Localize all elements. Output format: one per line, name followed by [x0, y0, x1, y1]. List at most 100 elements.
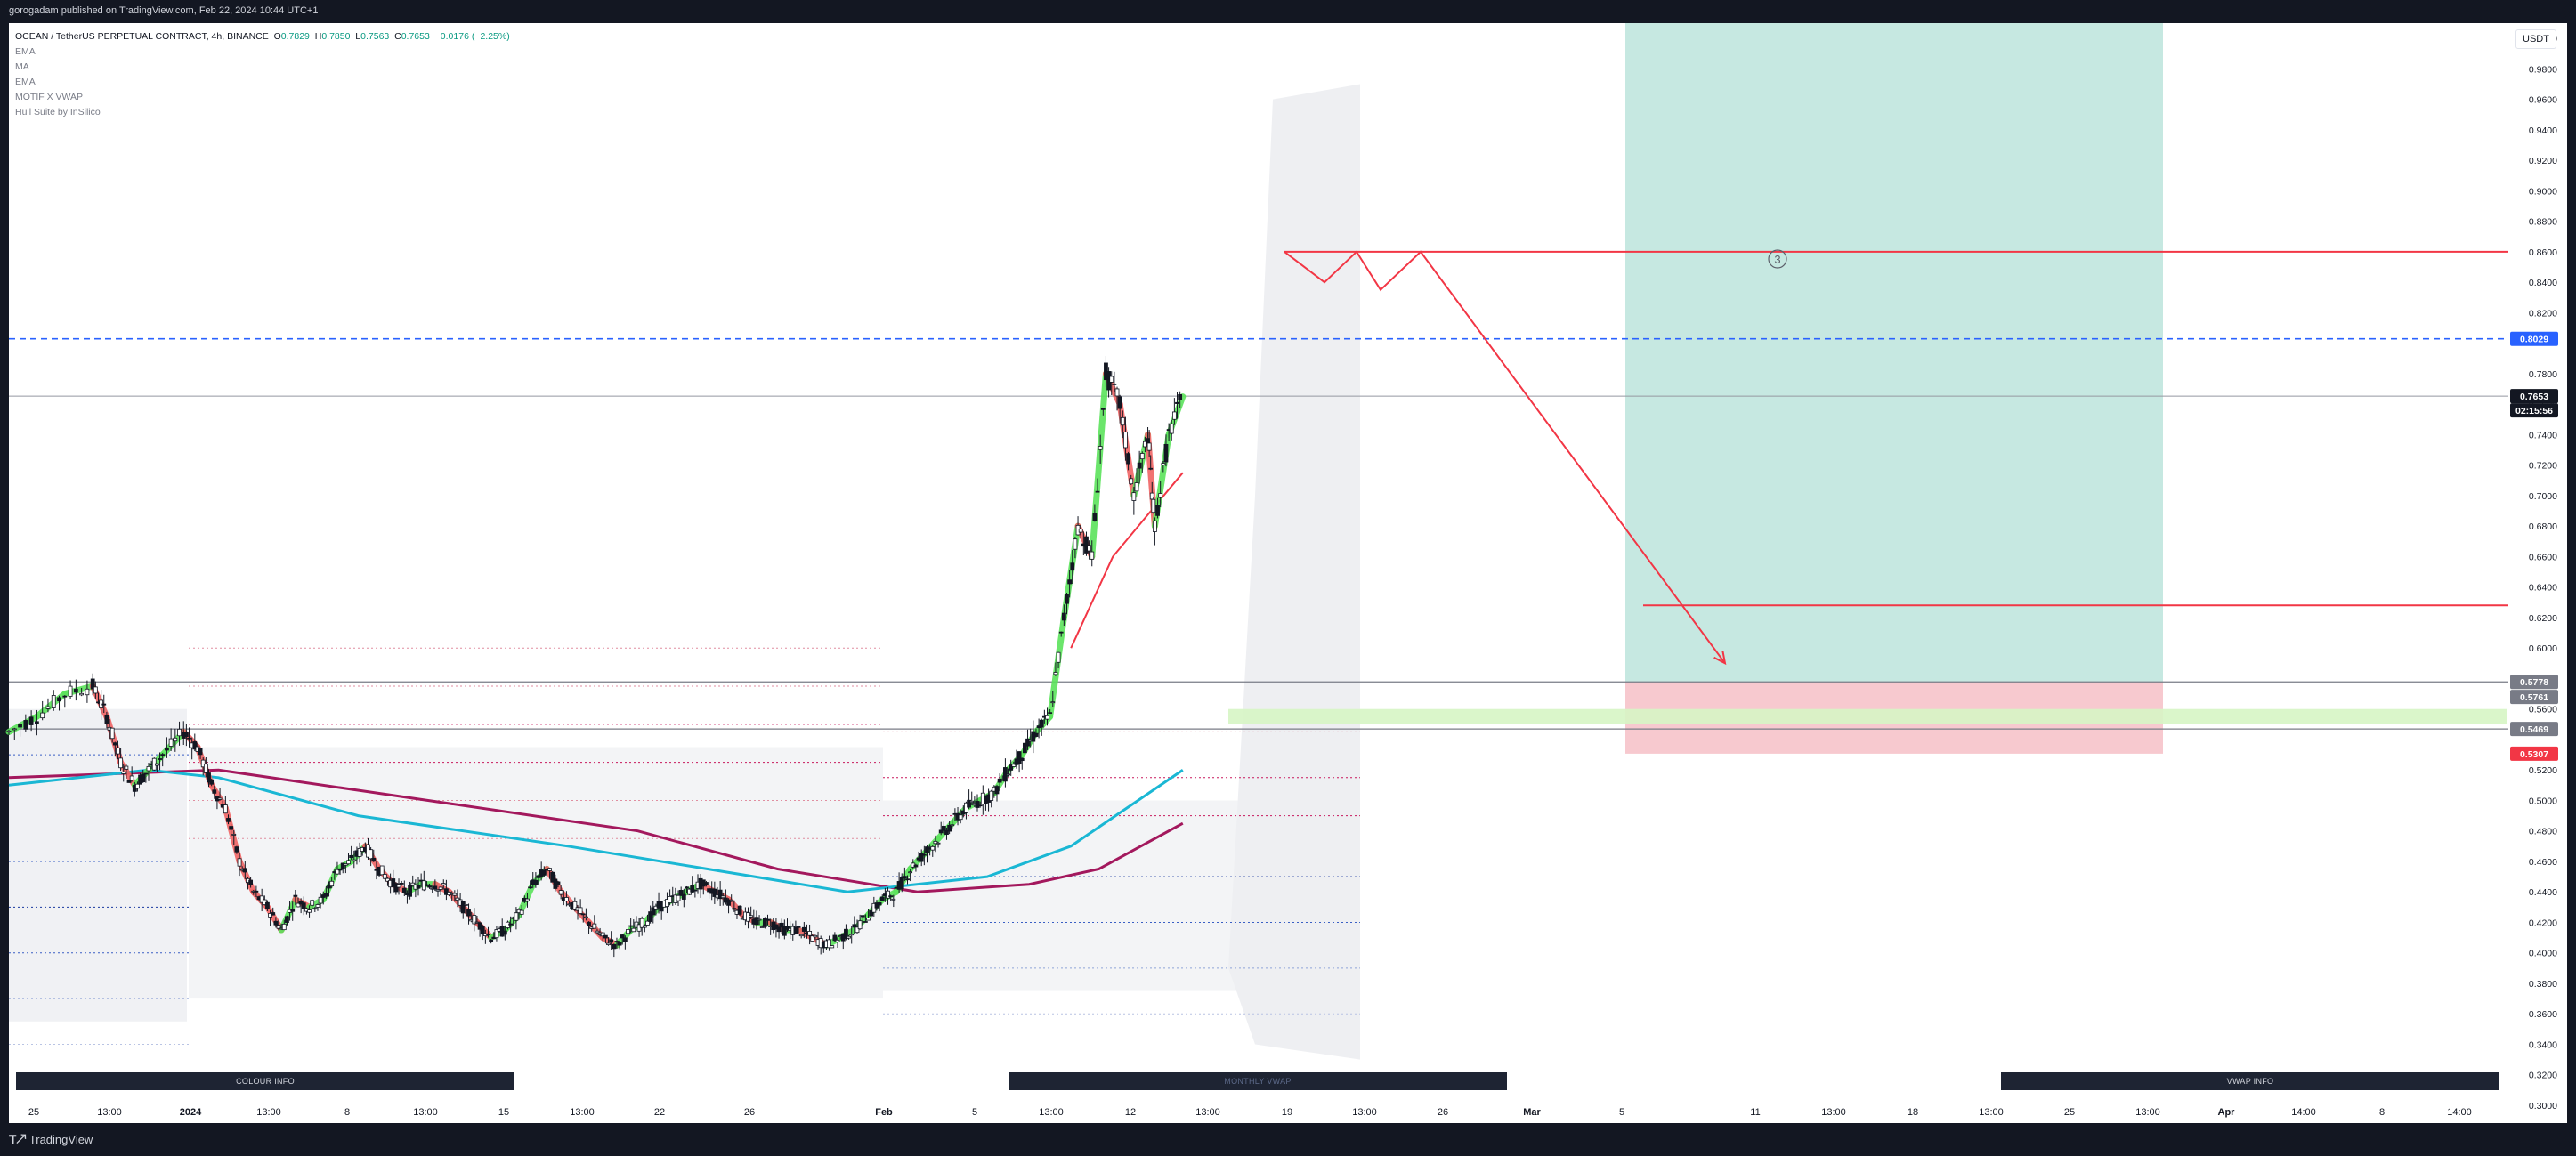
candle-body — [441, 883, 446, 885]
candle — [908, 869, 913, 882]
candle-body — [869, 910, 874, 917]
candle — [1139, 451, 1145, 473]
candle — [913, 863, 919, 872]
candle — [352, 850, 357, 869]
x-tick-label: 19 — [1282, 1107, 1292, 1118]
candle — [648, 905, 653, 924]
candle-body — [925, 846, 929, 853]
candle-body — [759, 926, 765, 928]
candle — [1153, 517, 1157, 546]
candle — [508, 916, 514, 933]
candle-body — [514, 912, 519, 921]
candle — [757, 915, 762, 926]
candle — [827, 935, 831, 951]
candle-body — [977, 804, 983, 807]
indicator-ema-1[interactable]: EMA — [15, 46, 36, 57]
indicator-ema-2[interactable]: EMA — [15, 77, 36, 87]
colour-info-button[interactable]: COLOUR INFO — [16, 1072, 514, 1090]
price-axis-label-text: 0.7653 — [2520, 392, 2548, 402]
candle — [1117, 394, 1122, 424]
candle — [307, 905, 312, 918]
candle-body — [73, 688, 78, 693]
candle-body — [203, 764, 208, 773]
candle — [902, 867, 907, 882]
x-tick-label: 2024 — [180, 1107, 202, 1118]
candle-body — [90, 678, 95, 690]
candle-body — [231, 834, 237, 836]
candle-body — [967, 799, 971, 808]
candle — [759, 925, 765, 928]
candle-body — [455, 897, 460, 901]
candle — [866, 909, 871, 921]
candle-body — [1163, 443, 1169, 463]
candle-body — [212, 789, 217, 794]
candle-body — [899, 877, 904, 890]
candle-body — [888, 895, 894, 898]
candle — [121, 764, 126, 782]
candle — [187, 727, 191, 748]
price-axis-label-text: 0.5307 — [2520, 749, 2548, 760]
candle — [455, 889, 460, 908]
candle-body — [155, 763, 159, 766]
candle — [785, 918, 790, 932]
candle — [832, 932, 838, 942]
y-tick-label: 0.9600 — [2529, 95, 2557, 106]
candle — [796, 926, 801, 934]
price-axis-label: 0.5307 — [2510, 746, 2558, 761]
candle — [234, 845, 239, 854]
candle-body — [668, 896, 673, 903]
tradingview-logo[interactable]: 𝐓↗ TradingView — [9, 1133, 93, 1147]
candle-body — [919, 853, 924, 862]
candle-body — [1073, 538, 1078, 550]
hull-segment — [236, 858, 257, 895]
candle-body — [737, 905, 742, 915]
y-tick-label: 0.5200 — [2529, 765, 2557, 776]
candle-body — [1065, 594, 1069, 604]
candle-body — [1143, 441, 1147, 448]
candle — [938, 821, 944, 836]
candle — [312, 907, 318, 913]
candle-body — [580, 913, 586, 916]
candle-body — [165, 747, 169, 751]
candle-body — [45, 706, 51, 709]
candle-body — [717, 889, 723, 900]
x-tick-label: 8 — [344, 1107, 350, 1118]
candle-body — [1151, 498, 1156, 513]
candle-body — [774, 924, 779, 930]
x-tick-label: Feb — [875, 1107, 893, 1118]
candle — [536, 874, 541, 885]
y-tick-label: 0.9000 — [2529, 186, 2557, 197]
candle — [528, 880, 533, 889]
indicator-motif-vwap[interactable]: MOTIF X VWAP — [15, 92, 84, 102]
candle-body — [124, 765, 129, 770]
candle — [379, 865, 385, 876]
currency-button[interactable]: USDT — [2515, 29, 2556, 49]
candle — [126, 780, 132, 783]
candle — [921, 845, 927, 866]
candle — [433, 879, 438, 892]
candle — [51, 690, 56, 711]
candle-body — [502, 930, 507, 935]
candle-body — [600, 932, 605, 937]
candle-body — [438, 886, 443, 890]
support-band — [1228, 708, 2507, 724]
candle — [762, 917, 767, 929]
vwap-info-button[interactable]: VWAP INFO — [2001, 1072, 2499, 1090]
candle — [217, 788, 223, 801]
candle-body — [285, 916, 289, 923]
candle — [857, 914, 863, 930]
indicator-ma[interactable]: MA — [15, 61, 29, 72]
candle — [135, 781, 140, 792]
candle-body — [118, 757, 124, 769]
candle-body — [857, 920, 863, 930]
price-axis-label-text: 0.8029 — [2520, 335, 2548, 345]
monthly-vwap-button[interactable]: MONTHLY VWAP — [1009, 1072, 1507, 1090]
candle-body — [104, 715, 109, 724]
candle-body — [1146, 442, 1152, 451]
change-value: −0.0176 (−2.25%) — [434, 31, 510, 42]
candle-body — [480, 926, 485, 935]
indicator-hull-suite[interactable]: Hull Suite by InSilico — [15, 107, 101, 117]
candle — [109, 727, 115, 743]
x-tick-label: 13:00 — [256, 1107, 281, 1118]
